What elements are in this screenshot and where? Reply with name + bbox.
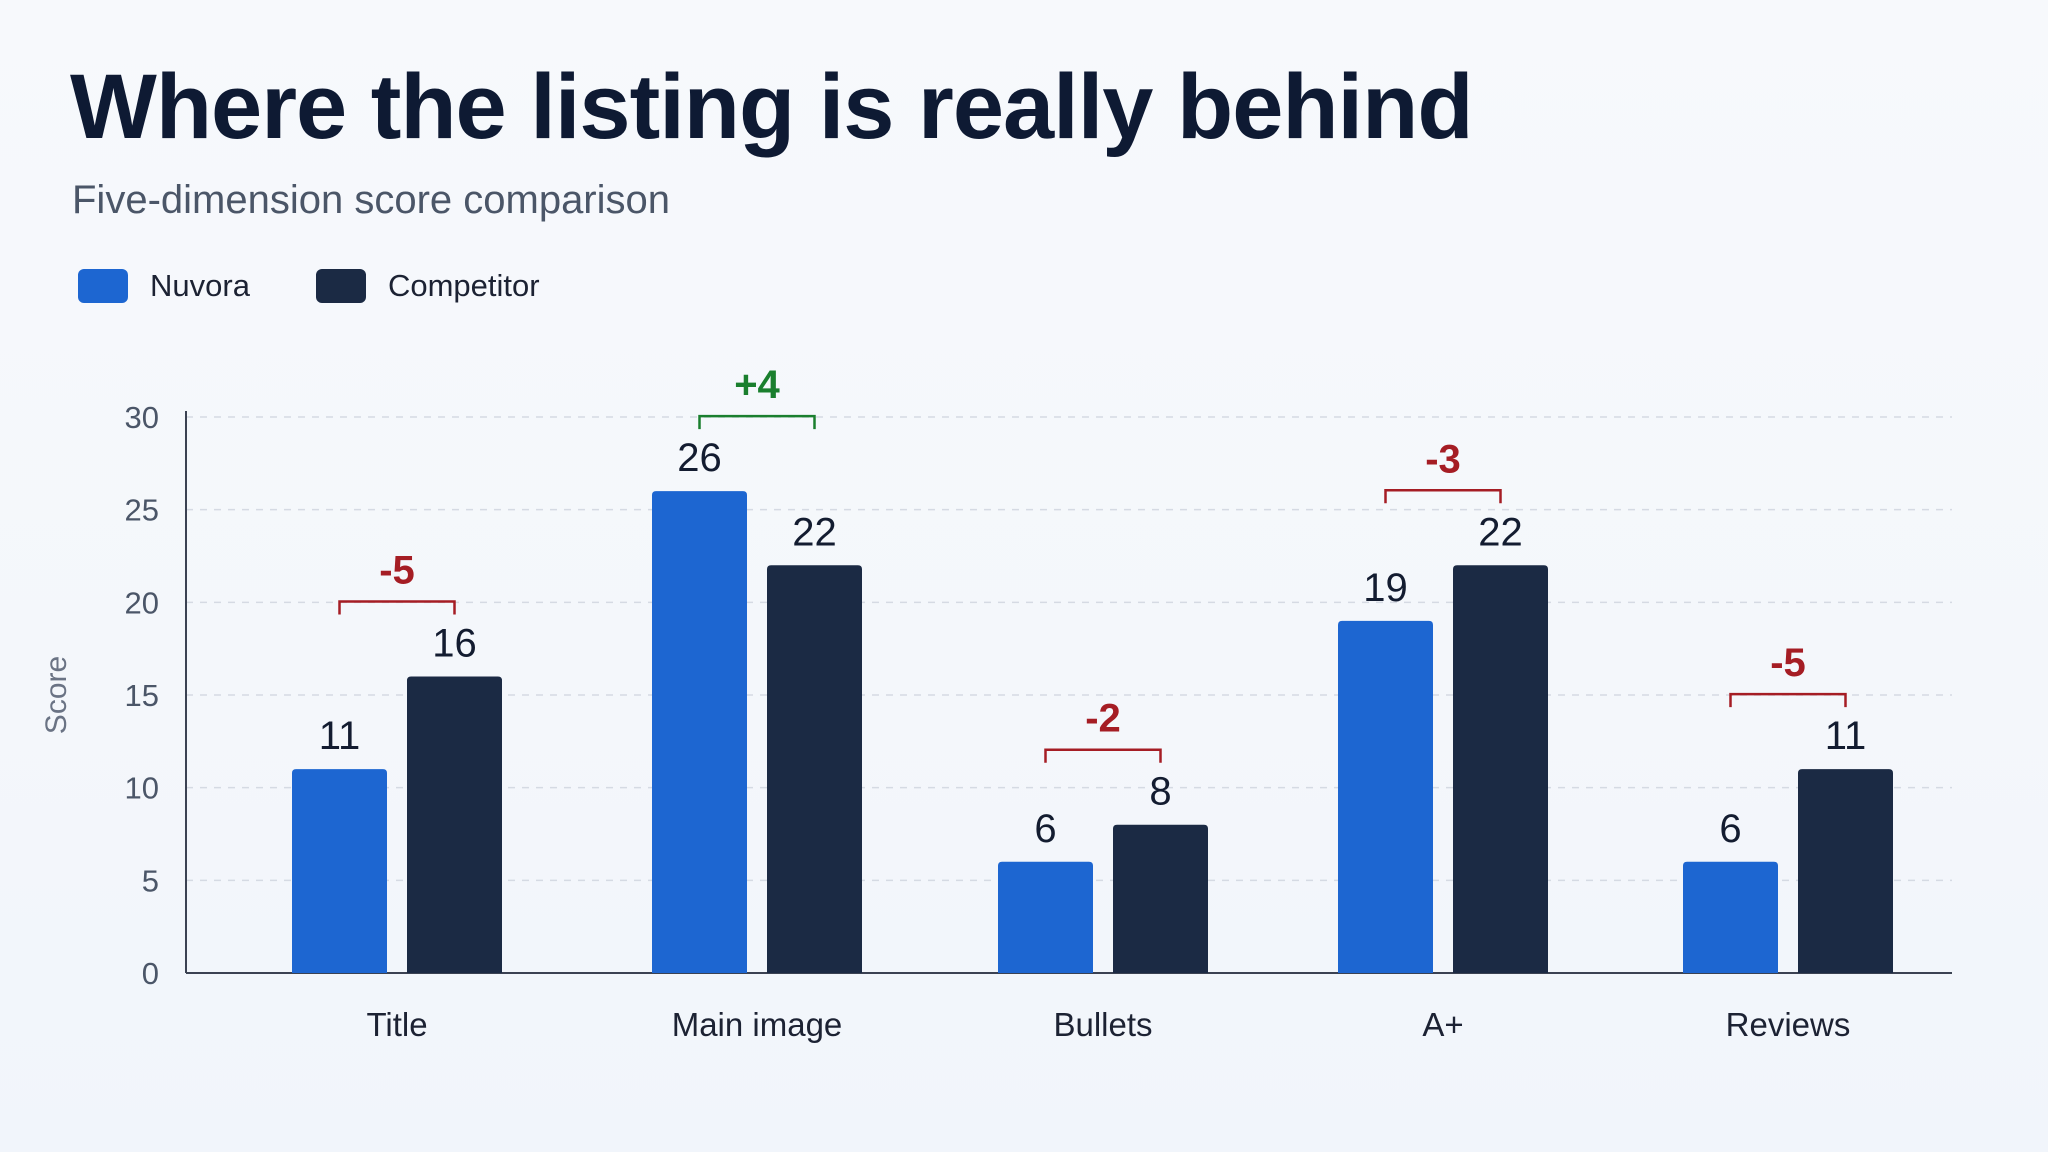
value-label-bullets-nuvora: 6 xyxy=(1034,807,1056,851)
diff-label-reviews: -5 xyxy=(1770,641,1806,685)
legend: Nuvora Competitor xyxy=(78,268,606,304)
y-axis-title: Score xyxy=(40,656,73,734)
y-tick-label-20: 20 xyxy=(125,585,159,620)
value-label-bullets-competitor: 8 xyxy=(1149,770,1171,814)
bar-main-image-nuvora xyxy=(652,491,747,973)
value-label-title-competitor: 16 xyxy=(432,621,477,665)
bar-reviews-competitor xyxy=(1798,769,1893,973)
value-label-main-image-competitor: 22 xyxy=(792,510,837,554)
value-label-main-image-nuvora: 26 xyxy=(677,436,722,480)
x-tick-label-main-image: Main image xyxy=(672,1006,843,1043)
bar-title-competitor xyxy=(407,676,502,973)
diff-label-title: -5 xyxy=(379,548,415,592)
diff-label-bullets: -2 xyxy=(1085,697,1121,741)
bar-main-image-competitor xyxy=(767,565,862,973)
value-label-reviews-competitor: 11 xyxy=(1825,714,1867,758)
x-tick-label-bullets: Bullets xyxy=(1053,1006,1152,1043)
y-tick-label-15: 15 xyxy=(125,678,159,713)
chart-subtitle: Five-dimension score comparison xyxy=(72,178,671,222)
y-tick-label-5: 5 xyxy=(142,863,159,898)
diff-label-main-image: +4 xyxy=(734,363,780,407)
legend-label-nuvora: Nuvora xyxy=(150,268,250,303)
diff-bracket-title xyxy=(338,600,456,615)
legend-swatch-nuvora xyxy=(78,269,128,303)
diff-bracket-main-image xyxy=(698,414,816,430)
bar-reviews-nuvora xyxy=(1683,861,1778,973)
y-tick-label-0: 0 xyxy=(142,956,159,991)
value-label-a-nuvora: 19 xyxy=(1363,566,1408,610)
x-tick-label-reviews: Reviews xyxy=(1726,1006,1851,1043)
x-tick-label-title: Title xyxy=(366,1006,427,1043)
bar-bullets-competitor xyxy=(1113,824,1208,973)
value-label-a-competitor: 22 xyxy=(1478,510,1523,554)
x-tick-label-a: A+ xyxy=(1422,1006,1463,1043)
legend-item-competitor: Competitor xyxy=(315,268,540,304)
legend-label-competitor: Competitor xyxy=(387,268,540,303)
y-tick-label-25: 25 xyxy=(125,493,159,528)
chart-title: Where the listing is really behind xyxy=(70,56,1474,158)
diff-label-a: -3 xyxy=(1425,437,1461,481)
bar-a-competitor xyxy=(1453,565,1548,973)
diff-bracket-reviews xyxy=(1729,692,1847,708)
y-tick-label-10: 10 xyxy=(125,771,159,806)
value-label-title-nuvora: 11 xyxy=(319,714,361,758)
legend-swatch-competitor xyxy=(315,269,366,303)
legend-item-nuvora: Nuvora xyxy=(78,268,250,304)
value-label-reviews-nuvora: 6 xyxy=(1719,807,1741,851)
bar-title-nuvora xyxy=(292,769,387,973)
diff-bracket-a xyxy=(1384,489,1502,504)
diff-bracket-bullets xyxy=(1044,748,1162,763)
bar-a-nuvora xyxy=(1338,620,1433,973)
y-tick-label-30: 30 xyxy=(125,400,159,435)
bar-bullets-nuvora xyxy=(998,861,1093,973)
